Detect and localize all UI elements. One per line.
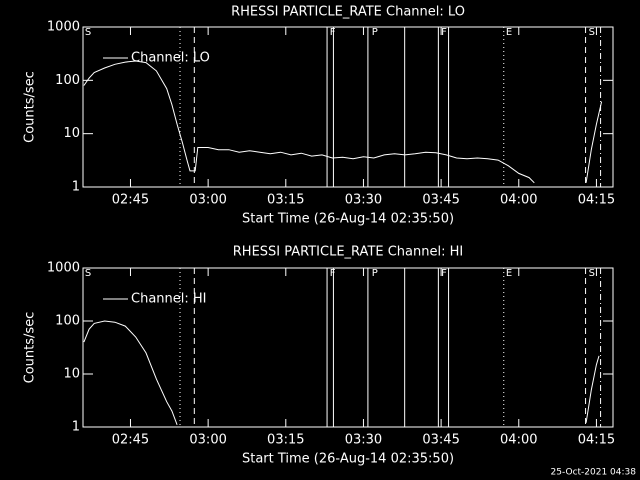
event-flag: P <box>372 27 378 38</box>
x-tick-label: 03:15 <box>267 433 304 448</box>
event-flag: F <box>441 27 447 38</box>
x-tick-label: 02:45 <box>112 433 149 448</box>
data-line <box>83 60 603 184</box>
x-tick-label: 02:45 <box>112 193 149 208</box>
x-tick-label: 03:30 <box>345 433 382 448</box>
y-tick-label: 1 <box>72 180 80 195</box>
y-tick-label: 1000 <box>47 20 80 35</box>
event-flag: F <box>330 268 336 279</box>
x-tick-label: 03:45 <box>422 193 459 208</box>
plot-frame <box>82 267 614 428</box>
x-tick-label: 04:15 <box>578 193 615 208</box>
event-flag: P <box>372 268 378 279</box>
x-tick-label: 04:15 <box>578 433 615 448</box>
chart-title: RHESSI PARTICLE_RATE Channel: LO <box>231 5 465 20</box>
event-flag: S <box>589 268 595 279</box>
x-axis-label: Start Time (26-Aug-14 02:35:50) <box>242 212 454 227</box>
data-line <box>83 320 600 425</box>
event-flag: E <box>506 268 512 279</box>
chart-title: RHESSI PARTICLE_RATE Channel: HI <box>233 245 463 260</box>
event-flag: S <box>85 27 91 38</box>
event-flag: F <box>330 27 336 38</box>
x-tick-label: 04:00 <box>500 193 537 208</box>
y-tick-label: 1 <box>72 420 80 435</box>
y-axis-label: Counts/sec <box>23 71 38 143</box>
x-tick-label: 03:30 <box>345 193 382 208</box>
event-flag: S <box>589 27 595 38</box>
footer: 25-Oct-2021 04:38 <box>551 468 637 478</box>
y-tick-label: 100 <box>55 73 80 88</box>
x-axis-label: Start Time (26-Aug-14 02:35:50) <box>242 452 454 467</box>
y-tick-label: 1000 <box>47 261 80 276</box>
y-axis-label: Counts/sec <box>23 312 38 384</box>
x-tick-label: 04:00 <box>500 433 537 448</box>
legend-label: Channel: HI <box>131 292 207 307</box>
event-flag: E <box>506 27 512 38</box>
event-flag: S <box>85 268 91 279</box>
y-tick-label: 10 <box>63 126 80 141</box>
y-tick-label: 10 <box>63 367 80 382</box>
event-flag: F <box>441 268 447 279</box>
legend-label: Channel: LO <box>131 51 210 66</box>
x-tick-label: 03:00 <box>189 193 226 208</box>
y-tick-label: 100 <box>55 314 80 329</box>
x-tick-label: 03:15 <box>267 193 304 208</box>
x-tick-label: 03:00 <box>189 433 226 448</box>
plot-frame <box>82 26 614 188</box>
x-tick-label: 03:45 <box>422 433 459 448</box>
